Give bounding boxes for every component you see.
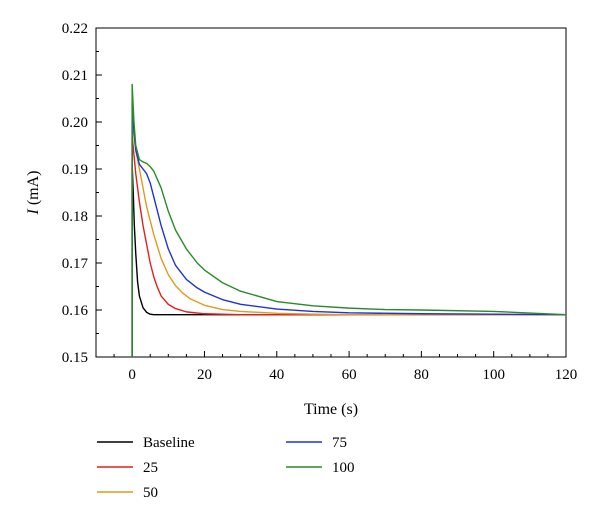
series-lines: [131, 83, 567, 357]
x-tick-label: 60: [342, 367, 357, 383]
y-tick-label: 0.15: [62, 350, 88, 366]
legend-label: 50: [143, 485, 158, 501]
series-line-25: [131, 135, 566, 357]
series-line-baseline: [131, 163, 566, 357]
legend-item-50: 50: [97, 485, 158, 501]
series-line-100: [131, 83, 567, 357]
series-line-50: [131, 121, 566, 357]
x-tick-label: 120: [555, 367, 578, 383]
legend: Baseline 25 50 75 100: [97, 435, 355, 501]
legend-label: 100: [332, 460, 355, 476]
plot-frame: [95, 27, 567, 358]
x-axis-title: Time (s): [304, 401, 358, 418]
plot-area: 0 20 40 60 80 100 120 0.15 0.16 0.17 0.18 0.19 0.20…: [62, 21, 578, 383]
x-tick-label: 40: [269, 367, 284, 383]
y-axis-symbol: I: [25, 208, 42, 215]
legend-label: 25: [143, 460, 158, 476]
y-axis-unit: (mA): [25, 171, 42, 210]
y-tick-label: 0.21: [62, 68, 88, 84]
x-tick-label: 80: [414, 367, 429, 383]
legend-item-75: 75: [286, 435, 347, 451]
x-axis: 0 20 40 60 80 100 120: [95, 351, 578, 383]
y-tick-label: 0.22: [62, 21, 88, 37]
legend-label: Baseline: [143, 435, 195, 451]
legend-label: 75: [332, 435, 347, 451]
legend-item-25: 25: [97, 460, 158, 476]
x-tick-label: 100: [482, 367, 505, 383]
x-tick-label: 20: [197, 367, 212, 383]
y-tick-label: 0.18: [62, 209, 88, 225]
y-axis-title: I (mA): [25, 171, 42, 216]
series-line-75: [131, 102, 567, 357]
y-axis: 0.15 0.16 0.17 0.18 0.19 0.20 0.21 0.22: [62, 21, 102, 366]
legend-item-baseline: Baseline: [97, 435, 195, 451]
legend-item-100: 100: [286, 460, 355, 476]
y-tick-label: 0.19: [62, 162, 88, 178]
x-tick-label: 0: [128, 367, 136, 383]
y-tick-label: 0.16: [62, 303, 89, 319]
y-tick-label: 0.20: [62, 115, 88, 131]
y-tick-label: 0.17: [62, 256, 89, 272]
